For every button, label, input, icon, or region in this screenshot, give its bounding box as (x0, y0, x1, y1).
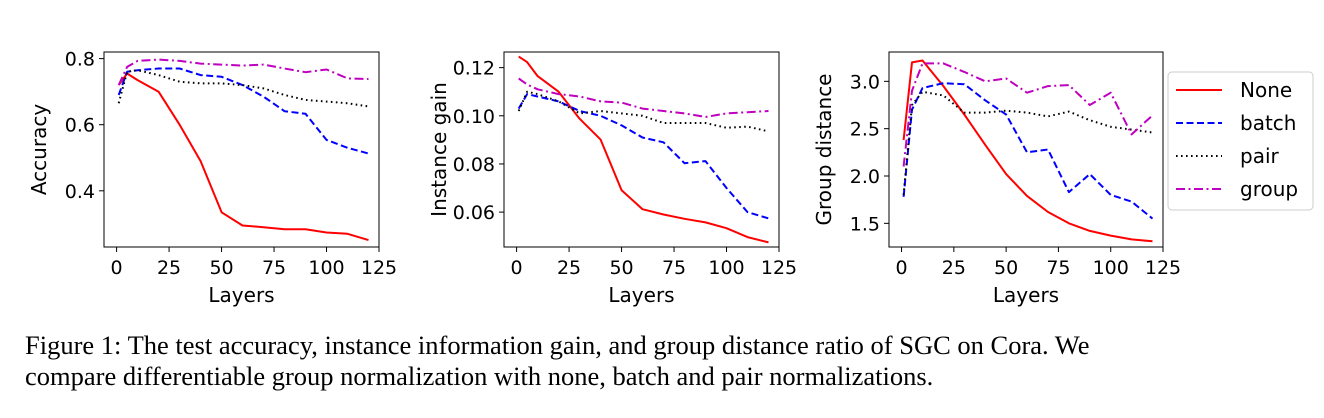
y-axis-label: Accuracy (27, 104, 51, 195)
series-line-none (902, 59, 1153, 243)
y-tick-label: 0.08 (453, 154, 495, 176)
y-tick-label: 2.5 (850, 119, 880, 141)
x-tick-label: 50 (609, 257, 633, 279)
y-tick-label: 0.10 (453, 106, 495, 128)
y-tick-label: 0.06 (453, 202, 495, 224)
legend: None batch pair group (1167, 71, 1314, 211)
series-line-pair (902, 90, 1153, 195)
x-axis-label: Layers (608, 283, 674, 307)
y-tick-label: 0.12 (453, 58, 495, 80)
y-axis-label: Group distance (812, 74, 836, 226)
caption-line-1: Figure 1: The test accuracy, instance in… (25, 330, 1090, 360)
x-tick-label: 25 (557, 257, 581, 279)
series-line-pair (517, 90, 769, 133)
x-tick-label: 100 (308, 257, 344, 279)
x-tick-label: 0 (511, 257, 523, 279)
series-line-group (518, 77, 769, 118)
subplot-2: 0 25 50 75 100 125 0.06 0.08 0.10 0.12 Layers Insta… (427, 51, 797, 307)
x-tick-label: 125 (361, 257, 397, 279)
x-tick-label: 50 (209, 257, 233, 279)
series-line-batch (517, 93, 769, 220)
subplot-3: 0 25 50 75 100 125 1.5 2.0 2.5 3.0 Layers Group dis… (812, 51, 1181, 307)
subplot-1: 0 25 50 75 100 125 0.4 0.6 0.8 Layers Accuracy (27, 49, 397, 307)
x-tick-label: 100 (1093, 257, 1129, 279)
x-tick-label: 25 (942, 257, 966, 279)
x-tick-label: 75 (262, 257, 286, 279)
legend-label-batch: batch (1240, 111, 1296, 135)
y-tick-label: 3.0 (850, 71, 880, 93)
series-line-none (518, 55, 769, 244)
x-tick-label: 75 (1046, 257, 1070, 279)
y-tick-label: 2.0 (850, 166, 880, 188)
y-tick-label: 1.5 (850, 213, 880, 235)
x-tick-label: 125 (761, 257, 797, 279)
x-tick-label: 100 (708, 257, 744, 279)
caption-line-2: compare differentiable group normalizati… (25, 361, 934, 391)
legend-box (1167, 71, 1314, 211)
x-tick-label: 50 (994, 257, 1018, 279)
x-axis-label: Layers (208, 283, 274, 307)
y-tick-label: 0.6 (65, 115, 95, 137)
x-axis-label: Layers (993, 283, 1059, 307)
series-line-pair (117, 69, 369, 108)
y-tick-label: 0.8 (65, 49, 95, 71)
x-tick-label: 25 (157, 257, 181, 279)
series-line-batch (902, 82, 1154, 220)
x-tick-label: 0 (896, 257, 908, 279)
x-tick-label: 0 (111, 257, 123, 279)
axes-frame (103, 51, 380, 248)
legend-label-pair: pair (1240, 144, 1280, 168)
legend-label-group: group (1240, 177, 1298, 201)
series-line-none (117, 72, 369, 242)
y-axis-label: Instance gain (427, 82, 451, 217)
y-tick-label: 0.4 (65, 181, 95, 203)
axes-frame (888, 51, 1164, 248)
series-line-group (902, 62, 1154, 167)
axes-frame (503, 51, 780, 248)
figure-caption: Figure 1: The test accuracy, instance in… (25, 330, 1324, 392)
x-tick-label: 75 (662, 257, 686, 279)
series-line-batch (117, 67, 369, 155)
legend-label-none: None (1240, 78, 1292, 102)
x-tick-label: 125 (1145, 257, 1181, 279)
series-line-group (117, 58, 369, 86)
